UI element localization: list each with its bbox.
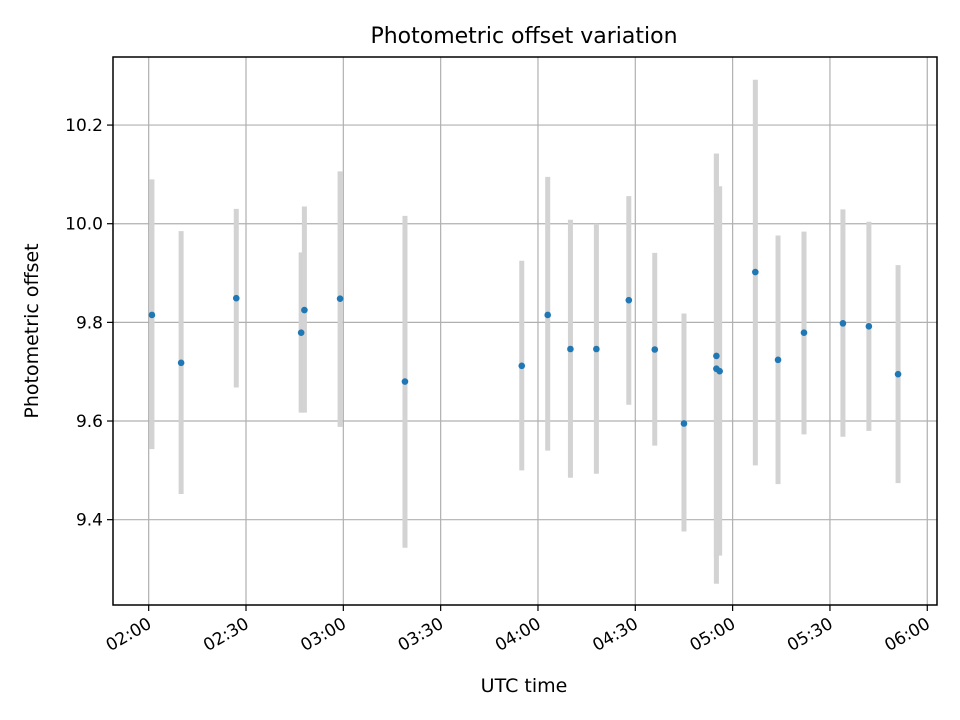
data-point (301, 306, 308, 314)
y-tick-label: 9.4 (76, 511, 103, 531)
data-point (625, 296, 633, 304)
y-axis-ticks: 9.4 9.6 9.8 10.0 10.2 (65, 116, 113, 531)
data-point (297, 329, 305, 337)
y-tick-label: 10.2 (65, 116, 103, 136)
data-point (232, 294, 240, 302)
x-axis-label: UTC time (481, 675, 568, 697)
y-tick-label: 9.8 (76, 313, 103, 333)
data-point (518, 362, 526, 370)
data-point (593, 345, 600, 353)
data-point (752, 268, 759, 276)
data-point (800, 329, 808, 337)
data-point (839, 320, 847, 327)
data-point (401, 378, 409, 385)
data-point (567, 345, 574, 353)
y-tick-label: 10.0 (65, 215, 103, 235)
data-point (894, 370, 902, 378)
data-point (148, 311, 156, 319)
data-point (713, 352, 720, 360)
chart-title: Photometric offset variation (370, 24, 677, 49)
data-points (148, 268, 902, 427)
data-point (865, 323, 873, 330)
data-point (336, 295, 344, 302)
y-axis-label: Photometric offset (21, 243, 43, 418)
grid (113, 57, 937, 605)
data-point (716, 367, 723, 375)
data-point (177, 359, 185, 367)
y-tick-label: 9.6 (76, 412, 103, 432)
data-point (651, 346, 659, 353)
data-point (680, 420, 688, 427)
plot-frame (112, 56, 938, 606)
data-point (544, 311, 552, 319)
data-point (774, 356, 782, 364)
